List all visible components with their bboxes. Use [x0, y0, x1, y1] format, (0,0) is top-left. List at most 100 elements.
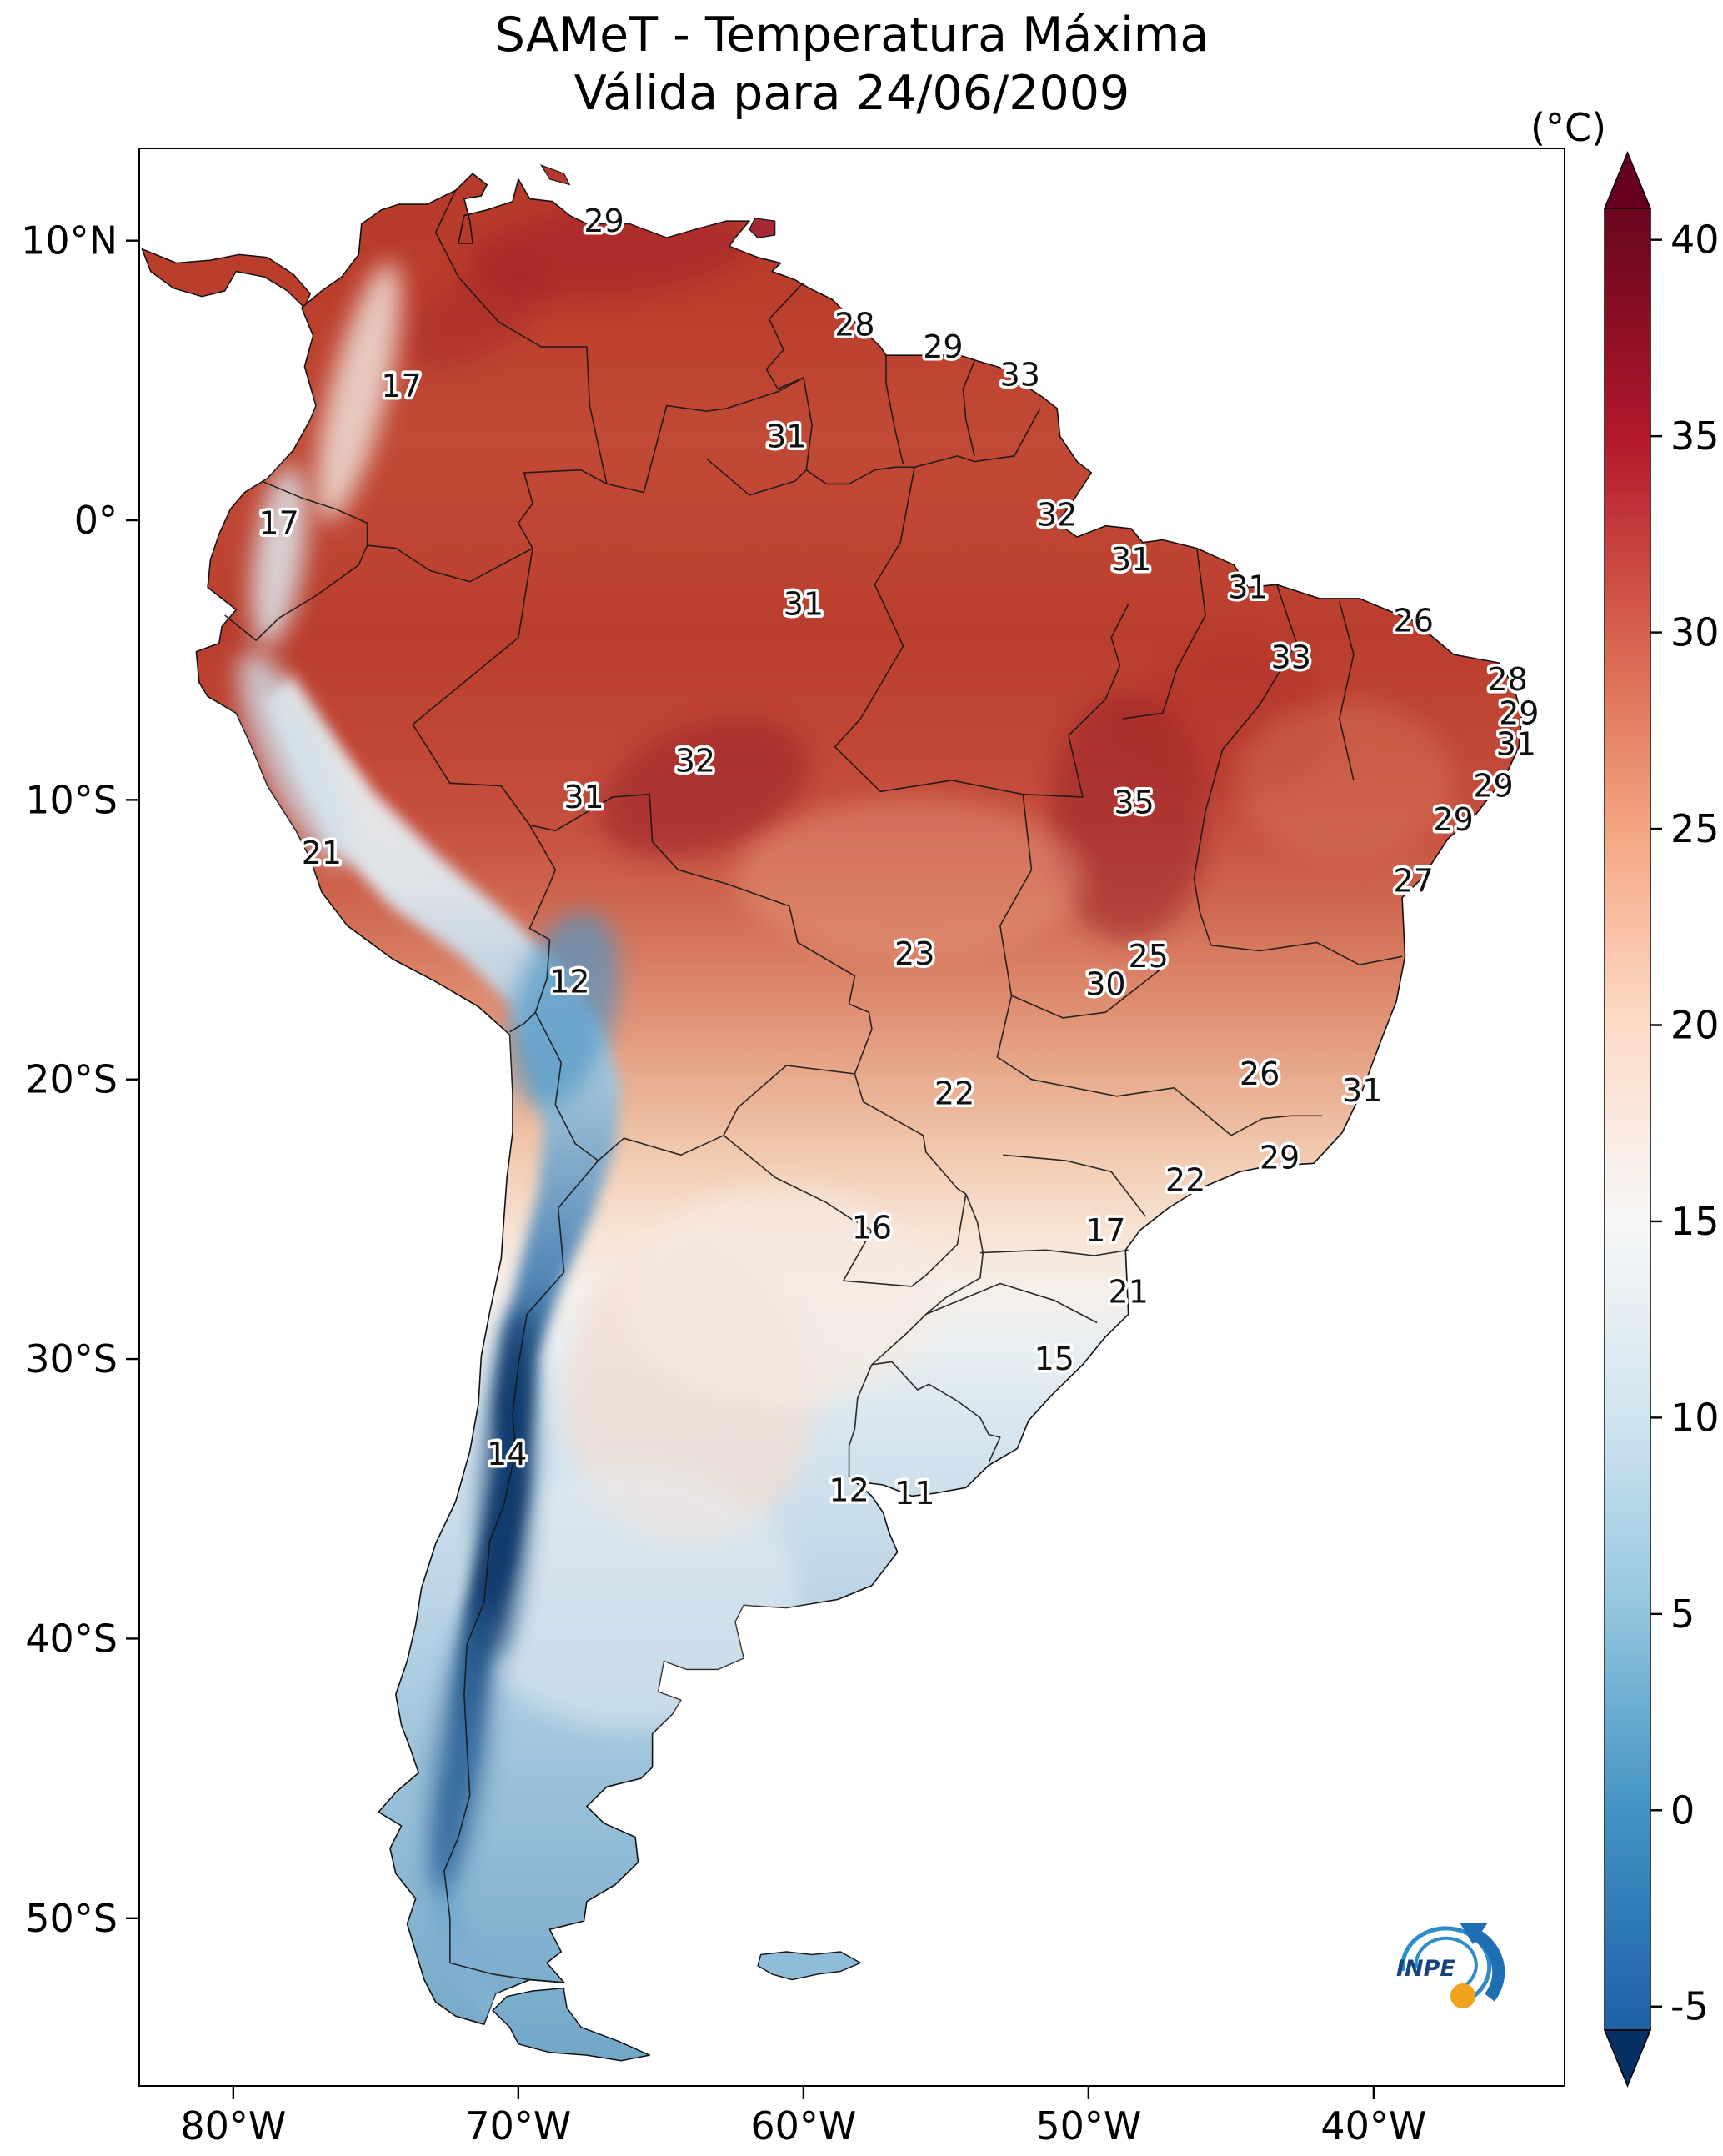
station-value-label: 11	[894, 1475, 934, 1512]
trinidad-island	[749, 218, 776, 238]
station-value-label: 31	[766, 418, 806, 454]
border-line	[1193, 810, 1212, 946]
continent-land	[195, 173, 1523, 2025]
border-line	[529, 793, 873, 1075]
station-value-label: 12	[829, 1472, 869, 1509]
station-value-label: 32	[1037, 496, 1077, 533]
border-line	[367, 544, 533, 583]
lat-tick-label: 40°S	[25, 1616, 118, 1661]
panama-land	[141, 248, 311, 308]
colorbar-arrow-top	[1603, 151, 1652, 209]
border-line	[854, 1073, 967, 1195]
station-value-label: 31	[1496, 725, 1536, 762]
border-line	[261, 480, 368, 546]
colorbar-tick-label: 30	[1670, 610, 1720, 655]
colorbar-tick-label: -5	[1670, 1984, 1709, 2029]
border-line	[1339, 601, 1355, 781]
border-line	[962, 360, 975, 457]
lat-tick-label: 50°S	[25, 1896, 118, 1941]
colorbar-tick-label: 40	[1670, 218, 1720, 263]
station-value-label: 23	[894, 935, 934, 972]
colorbar-unit-label: (°C)	[1530, 105, 1607, 150]
border-line	[412, 548, 533, 826]
station-value-label: 29	[584, 203, 624, 239]
station-value-label: 26	[1394, 603, 1434, 639]
temperature-patch	[238, 651, 354, 865]
station-value-label: 14	[487, 1436, 527, 1472]
border-line	[518, 469, 608, 549]
chart-title: SAMeT - Temperatura Máxima Válida para 2…	[139, 7, 1565, 123]
colorbar-tick-label: 25	[1670, 806, 1720, 851]
station-value-label: 31	[1228, 569, 1268, 606]
chart-title-line2: Válida para 24/06/2009	[573, 65, 1130, 121]
lat-tick-label: 10°N	[21, 218, 118, 263]
temperature-patch	[429, 1610, 493, 1891]
station-value-label: 26	[1240, 1055, 1280, 1092]
border-line	[1210, 941, 1403, 965]
lat-tick-label: 0°	[74, 498, 118, 543]
border-line	[706, 458, 807, 496]
border-line	[1059, 1084, 1323, 1136]
temperature-patch	[480, 1310, 533, 1660]
colorbar-arrow-bottom	[1603, 2029, 1652, 2088]
station-value-label: 21	[1109, 1274, 1149, 1311]
tierra-del-fuego-island	[492, 1987, 650, 2062]
lat-tick-label: 30°S	[25, 1336, 118, 1381]
border-line	[598, 1135, 724, 1161]
colorbar-tick-label: 15	[1670, 1199, 1720, 1244]
border-line	[509, 1011, 536, 1033]
temperature-patch	[408, 266, 543, 366]
colorbar-tick-label: 35	[1670, 414, 1720, 459]
border-line	[925, 1282, 1098, 1324]
border-line	[443, 1160, 599, 1983]
station-value-label: 31	[1111, 541, 1151, 578]
border-line	[979, 1249, 1129, 1256]
station-value-label: 35	[1114, 785, 1154, 821]
temperature-patch	[508, 911, 619, 1107]
station-value-label: 22	[934, 1075, 974, 1112]
inpe-logo: INPE	[1396, 1923, 1505, 2008]
temperature-patch	[622, 1189, 939, 1406]
border-line	[1011, 966, 1164, 1019]
station-value-label: 29	[1260, 1140, 1300, 1176]
border-line	[834, 467, 915, 748]
colorbar-tick-label: 20	[1670, 1002, 1720, 1047]
border-line	[1122, 548, 1206, 720]
temperature-patch	[251, 465, 308, 648]
lat-tick-label: 20°S	[25, 1057, 118, 1102]
border-line	[765, 282, 804, 390]
border-line	[834, 746, 1084, 798]
lon-tick-label: 80°W	[180, 2103, 286, 2148]
station-value-label: 22	[1165, 1162, 1205, 1199]
border-line	[528, 825, 557, 1013]
axes-frame	[138, 148, 1565, 2087]
chart-title-line1: SAMeT - Temperatura Máxima	[494, 8, 1210, 63]
station-value-label: 17	[1085, 1212, 1125, 1249]
station-value-label: 31	[784, 586, 824, 623]
station-value-label: 28	[834, 306, 874, 343]
inpe-swirl-inner-icon	[1414, 1936, 1478, 1993]
south-america-map	[141, 164, 1523, 2062]
station-value-label: 21	[302, 835, 342, 871]
station-value-label: 29	[1499, 694, 1539, 731]
station-value-label: 17	[258, 504, 298, 541]
station-value-label: 12	[549, 963, 589, 1000]
colorbar: 40 35 30 25 20 15 10 5 0 -5	[1603, 151, 1720, 2088]
station-value-label: 30	[1085, 966, 1125, 1003]
temperature-field-overlays	[238, 204, 1454, 2019]
inpe-arrow-icon	[1468, 1927, 1505, 2002]
temperature-patch	[465, 1463, 799, 1731]
colorbar-tick-label: 5	[1670, 1592, 1695, 1637]
border-line	[723, 1065, 855, 1136]
inpe-orange-dot-icon	[1450, 1983, 1475, 2008]
border-line	[723, 1135, 967, 1287]
station-value-label: 32	[675, 742, 715, 779]
station-value-label: 29	[923, 328, 963, 365]
border-line	[434, 189, 608, 484]
temperature-patch	[1236, 700, 1454, 860]
axes: 10°N 0° 10°S 20°S 30°S 40°S 50°S 80°W 70°W 60°W 50…	[21, 148, 1565, 2148]
country-state-borders	[224, 189, 1403, 1983]
inpe-arrowhead-icon	[1460, 1923, 1488, 1944]
